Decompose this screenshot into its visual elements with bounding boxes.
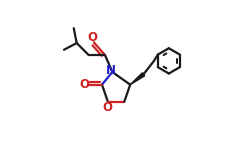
- Polygon shape: [130, 73, 145, 85]
- Text: O: O: [80, 78, 90, 91]
- Text: O: O: [88, 31, 98, 44]
- Text: N: N: [106, 64, 116, 77]
- Text: O: O: [102, 101, 112, 114]
